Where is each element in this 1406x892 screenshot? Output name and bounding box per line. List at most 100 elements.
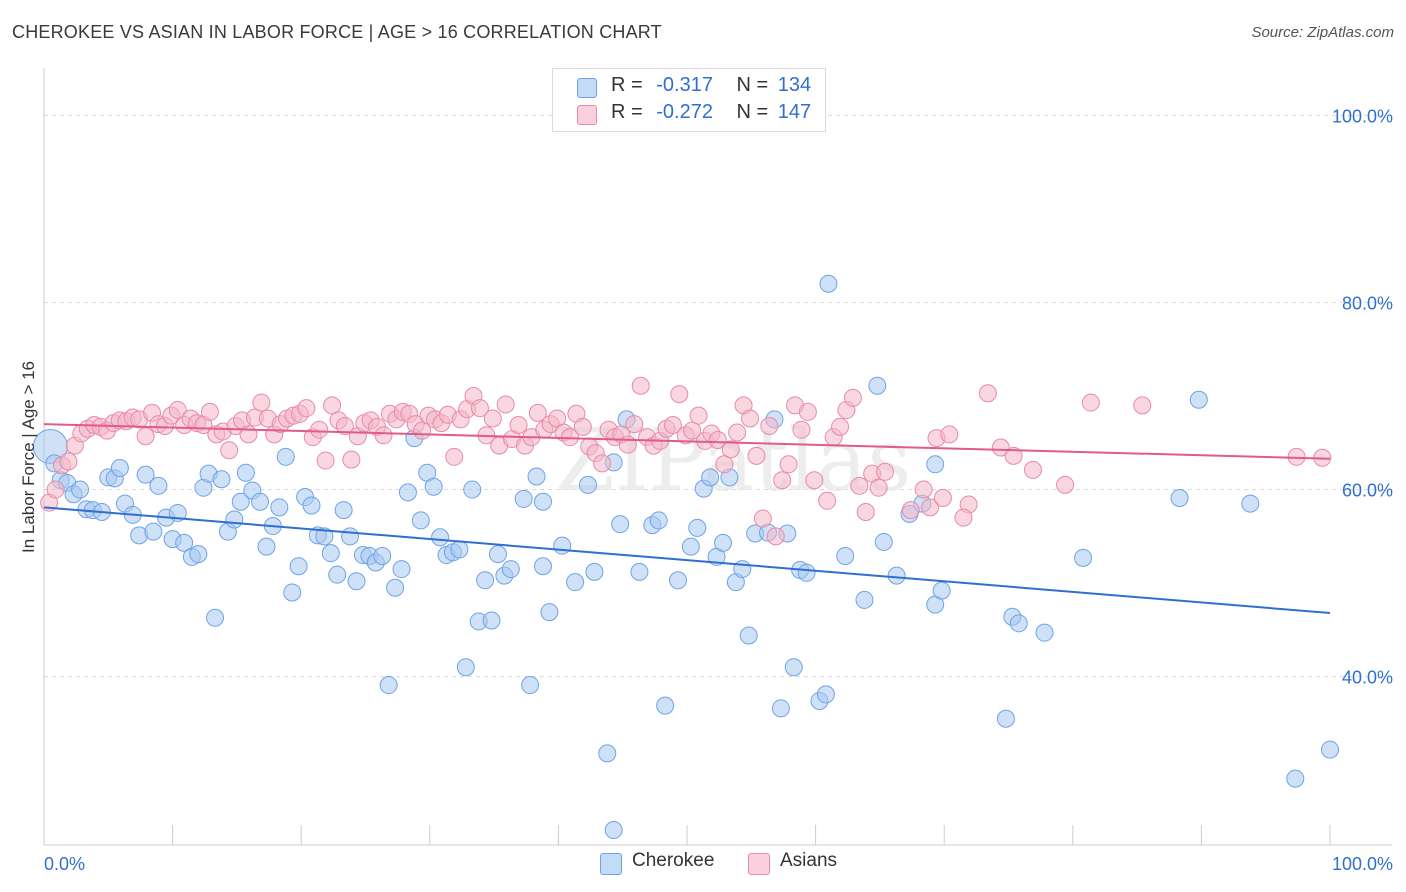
asians-point — [991, 438, 1010, 457]
asians-point — [625, 415, 644, 434]
n-value: 147 — [777, 101, 812, 123]
cherokee-point — [932, 581, 951, 600]
cherokee-point — [868, 376, 887, 395]
asians-point — [921, 498, 940, 517]
asians-point — [805, 471, 824, 490]
cherokee-trend-line — [43, 506, 1331, 615]
asians-point — [1081, 393, 1100, 412]
cherokee-point — [476, 571, 495, 590]
stats-legend: R = -0.317 N = 134 R = -0.272 N = 147 — [552, 68, 826, 132]
asians-point — [46, 480, 65, 499]
y-axis-label: In Labor Force | Age > 16 — [19, 361, 38, 553]
cherokee-point — [136, 465, 155, 484]
cherokee-point — [771, 699, 790, 718]
legend-label: Cherokee — [632, 850, 715, 871]
asians-point — [741, 409, 760, 428]
cherokee-point — [540, 603, 559, 622]
cherokee-point — [189, 545, 208, 564]
cherokee-point — [688, 518, 707, 537]
cherokee-point — [110, 459, 129, 478]
cherokee-point — [398, 483, 417, 502]
x-tick-label: 100.0% — [1332, 854, 1393, 874]
cherokee-point — [225, 510, 244, 529]
cherokee-point — [501, 560, 520, 579]
cherokee-point — [450, 540, 469, 559]
cherokee-point — [251, 492, 270, 511]
cherokee-point — [373, 546, 392, 565]
cherokee-point — [321, 544, 340, 563]
asians-point — [663, 416, 682, 435]
n-value: 134 — [777, 74, 812, 96]
asians-point — [766, 527, 785, 546]
cherokee-point — [289, 557, 308, 576]
asians-point — [708, 430, 727, 449]
asians-point — [670, 385, 689, 404]
cherokee-swatch — [577, 78, 597, 98]
cherokee-point — [347, 572, 366, 591]
asians-point — [323, 396, 342, 415]
asians-point — [818, 491, 837, 510]
cherokee-point — [392, 560, 411, 579]
cherokee-point — [553, 536, 572, 555]
asians-point — [220, 441, 239, 460]
cherokee-point — [533, 557, 552, 576]
r-value: -0.272 — [656, 101, 713, 123]
cherokee-point — [604, 821, 623, 840]
cherokee-point — [463, 480, 482, 499]
asians-point — [773, 471, 792, 490]
cherokee-point — [926, 455, 945, 474]
cherokee-point — [598, 744, 617, 763]
asians-point — [59, 452, 78, 471]
asians-point — [1004, 446, 1023, 465]
cherokee-point — [302, 496, 321, 515]
asians-point — [168, 401, 187, 420]
cherokee-point — [257, 537, 276, 556]
asians-point — [136, 427, 155, 446]
cherokee-point — [236, 463, 255, 482]
asians-point — [683, 421, 702, 440]
asians-point — [954, 508, 973, 527]
asians-swatch — [577, 105, 597, 125]
cherokee-point — [411, 511, 430, 530]
asians-point — [316, 451, 335, 470]
cherokee-point — [714, 533, 733, 552]
cherokee-point — [482, 611, 501, 630]
asians-point — [470, 399, 489, 418]
source-label: Source: ZipAtlas.com — [1251, 24, 1394, 41]
cherokee-point — [739, 626, 758, 645]
cherokee-point — [611, 515, 630, 534]
y-tick-label: 60.0% — [1342, 481, 1393, 501]
asians-point — [689, 406, 708, 425]
cherokee-swatch — [600, 853, 622, 875]
n-label: N = — [736, 101, 769, 123]
cherokee-point — [276, 447, 295, 466]
asians-point — [573, 417, 592, 436]
asians-point — [869, 478, 888, 497]
asians-point — [901, 501, 920, 520]
r-label: R = — [611, 101, 643, 123]
cherokee-point — [874, 532, 893, 551]
asians-point — [843, 388, 862, 407]
cherokee-point — [585, 562, 604, 581]
asians-point — [200, 402, 219, 421]
asians-point — [856, 503, 875, 522]
data-points — [32, 274, 1339, 840]
asians-point — [933, 488, 952, 507]
cherokee-point — [315, 527, 334, 546]
cherokee-point — [855, 590, 874, 609]
cherokee-point — [816, 685, 835, 704]
cherokee-point — [784, 658, 803, 677]
trend-lines — [43, 423, 1331, 615]
y-tick-label: 40.0% — [1342, 668, 1393, 688]
asians-trend-line — [43, 423, 1331, 460]
cherokee-point — [149, 476, 168, 495]
cherokee-point — [1074, 548, 1093, 567]
asians-point — [747, 446, 766, 465]
asians-point — [342, 450, 361, 469]
asians-point — [496, 395, 515, 414]
asians-point — [310, 420, 329, 439]
cherokee-point — [341, 527, 360, 546]
cherokee-point — [283, 583, 302, 602]
cherokee-point — [733, 560, 752, 579]
